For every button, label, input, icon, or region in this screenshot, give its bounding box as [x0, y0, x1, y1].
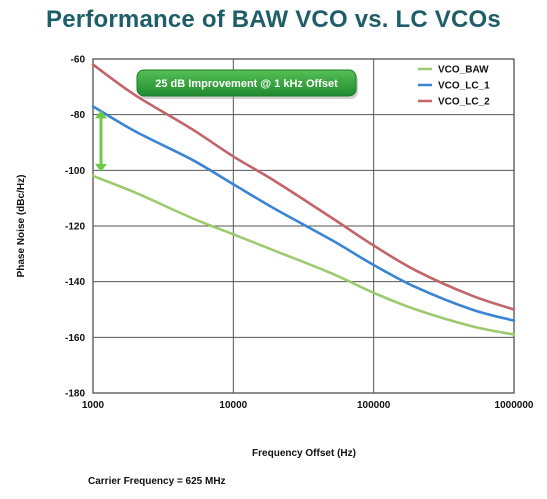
y-tick-label: -60	[71, 55, 86, 66]
legend: VCO_BAW VCO_LC_1 VCO_LC_2	[418, 65, 490, 108]
grid-lines	[93, 59, 514, 393]
x-axis-label: Frequency Offset (Hz)	[252, 448, 356, 459]
series-line-vco-lc-2	[91, 63, 516, 311]
series-layer	[91, 63, 516, 336]
series-line-vco-lc-1	[91, 105, 516, 322]
x-tick-label: 1000000	[495, 400, 534, 411]
y-tick-label: -120	[65, 222, 85, 233]
y-tick-label: -80	[71, 110, 86, 121]
y-tick-label: -180	[65, 389, 85, 400]
legend-entry: VCO_BAW	[438, 65, 489, 76]
carrier-frequency-note: Carrier Frequency = 625 MHz	[88, 476, 226, 487]
y-axis-label: Phase Noise (dBc/Hz)	[16, 175, 27, 278]
annotation-layer: 25 dB Improvement @ 1 kHz Offset	[95, 69, 358, 172]
annotation-text: 25 dB Improvement @ 1 kHz Offset	[155, 78, 338, 90]
annotation-banner	[136, 69, 357, 97]
improvement-arrow-head-top	[95, 110, 107, 119]
legend-entry: VCO_LC_1	[438, 81, 490, 92]
y-tick-label: -140	[65, 277, 85, 288]
legend-entry: VCO_LC_2	[438, 97, 490, 108]
tick-labels: 1000 10000 100000 1000000 -60 -80 -100 -120 -140…	[65, 55, 534, 412]
y-tick-label: -160	[65, 333, 85, 344]
x-tick-label: 10000	[219, 400, 247, 411]
y-tick-label: -100	[65, 166, 85, 177]
series-line-vco-baw	[91, 174, 516, 336]
x-tick-label: 100000	[357, 400, 391, 411]
x-tick-label: 1000	[82, 400, 105, 411]
chart-title: Performance of BAW VCO vs. LC VCOs	[46, 6, 501, 33]
improvement-arrow-head-bottom	[95, 163, 107, 172]
